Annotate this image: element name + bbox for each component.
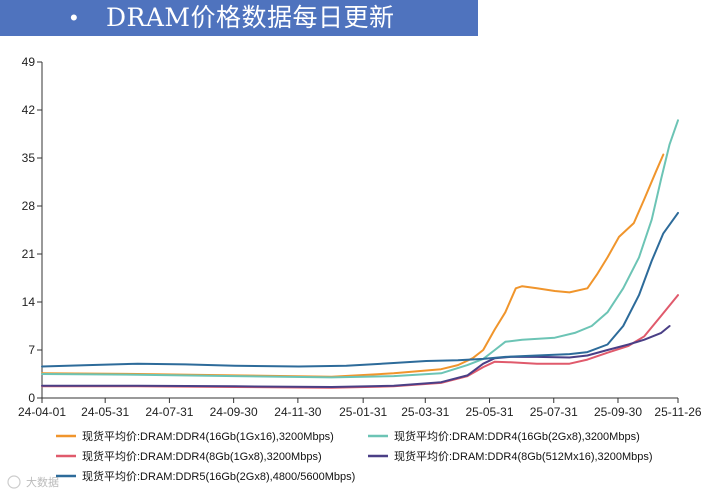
series-lines: [41, 119, 679, 389]
watermark: 大数据: [7, 475, 59, 489]
bullet-icon: •: [70, 5, 78, 30]
y-tick-label: 0: [28, 391, 35, 405]
series-line-5: [41, 211, 679, 368]
page-title: DRAM价格数据每日更新: [106, 3, 395, 32]
x-tick-label: 25-11-26: [654, 405, 701, 419]
x-tick-label: 25-05-31: [465, 405, 513, 419]
title-banner: • DRAM价格数据每日更新: [0, 0, 478, 36]
x-tick-label: 24-09-30: [210, 405, 258, 419]
y-tick-label: 14: [22, 295, 36, 309]
y-axis: 0 7 14 21 28 35 42 49: [22, 55, 43, 405]
y-tick-label: 21: [22, 247, 36, 261]
watermark-text: 大数据: [26, 475, 59, 489]
series-line-2: [41, 119, 679, 379]
x-axis: 24-04-01 24-05-31 24-07-31 24-09-30 24-11-30…: [18, 397, 702, 419]
series-line-1: [41, 153, 665, 378]
y-tick-label: 35: [22, 151, 36, 165]
legend-label-2: 现货平均价:DRAM:DDR4(16Gb(2Gx8),3200Mbps): [394, 429, 640, 443]
x-tick-label: 24-05-31: [81, 405, 129, 419]
x-tick-label: 24-07-31: [145, 405, 193, 419]
legend-label-3: 现货平均价:DRAM:DDR4(8Gb(1Gx8),3200Mbps): [82, 449, 322, 463]
x-tick-label: 25-03-31: [401, 405, 449, 419]
y-tick-label: 49: [22, 55, 36, 69]
x-tick-label: 24-11-30: [274, 405, 321, 419]
x-tick-label: 25-07-31: [530, 405, 578, 419]
y-tick-label: 28: [22, 199, 36, 213]
x-tick-label: 25-09-30: [594, 405, 642, 419]
legend-label-1: 现货平均价:DRAM:DDR4(16Gb(1Gx16),3200Mbps): [82, 429, 334, 443]
y-tick-label: 42: [22, 103, 36, 117]
legend: 现货平均价:DRAM:DDR4(16Gb(1Gx16),3200Mbps) 现货平…: [56, 429, 653, 483]
watermark-logo-icon: [7, 475, 21, 489]
x-tick-label: 25-01-31: [339, 405, 387, 419]
y-tick-label: 7: [28, 343, 35, 357]
x-tick-label: 24-04-01: [18, 405, 66, 419]
legend-label-5: 现货平均价:DRAM:DDR5(16Gb(2Gx8),4800/5600Mbps…: [82, 469, 355, 483]
legend-label-4: 现货平均价:DRAM:DDR4(8Gb(512Mx16),3200Mbps): [394, 449, 653, 463]
